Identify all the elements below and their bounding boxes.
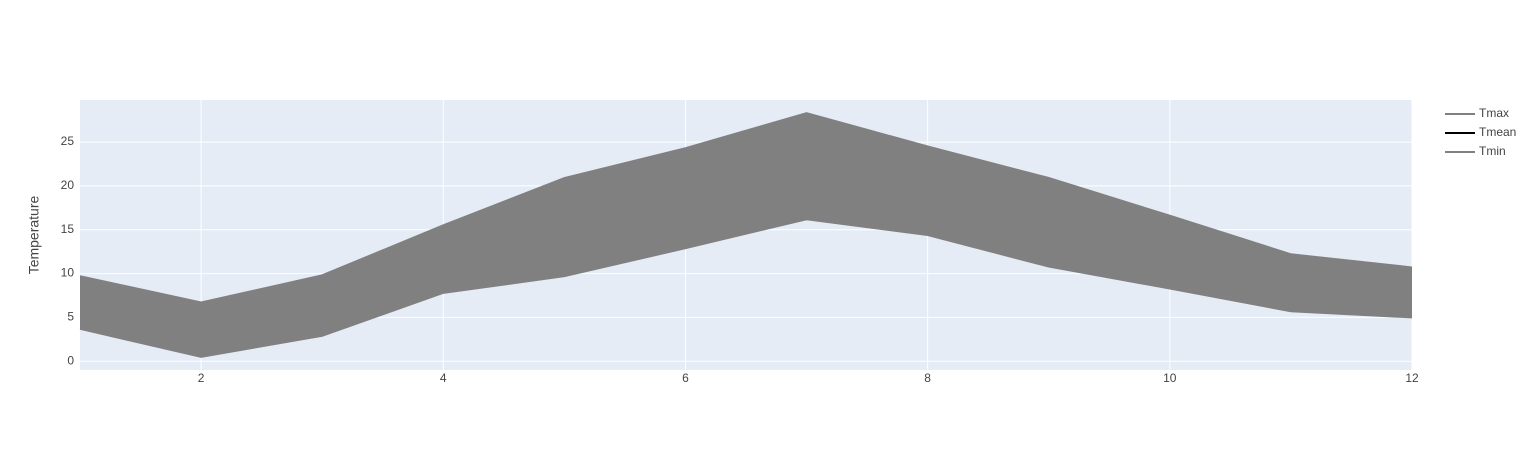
x-tick-label: 8 xyxy=(924,371,931,385)
legend-label: Tmax xyxy=(1479,106,1509,120)
x-tick-label: 6 xyxy=(682,371,689,385)
y-tick-label: 10 xyxy=(61,266,75,280)
y-axis-label: Temperature xyxy=(26,195,42,274)
line xyxy=(79,218,1413,358)
y-tick-label: 15 xyxy=(61,222,75,236)
y-tick-label: 5 xyxy=(67,310,74,324)
x-tick-label: 10 xyxy=(1163,371,1177,385)
area-fill xyxy=(80,113,1412,357)
line xyxy=(79,112,1413,304)
legend-label: Tmean xyxy=(1479,125,1516,139)
x-tick-label: 12 xyxy=(1405,371,1419,385)
y-tick-label: 20 xyxy=(61,178,75,192)
y-tick-label: 0 xyxy=(67,353,74,367)
x-tick-label: 4 xyxy=(440,371,447,385)
x-tick-label: 2 xyxy=(198,371,205,385)
y-tick-label: 25 xyxy=(61,134,75,148)
legend-label: Tmin xyxy=(1479,144,1506,158)
